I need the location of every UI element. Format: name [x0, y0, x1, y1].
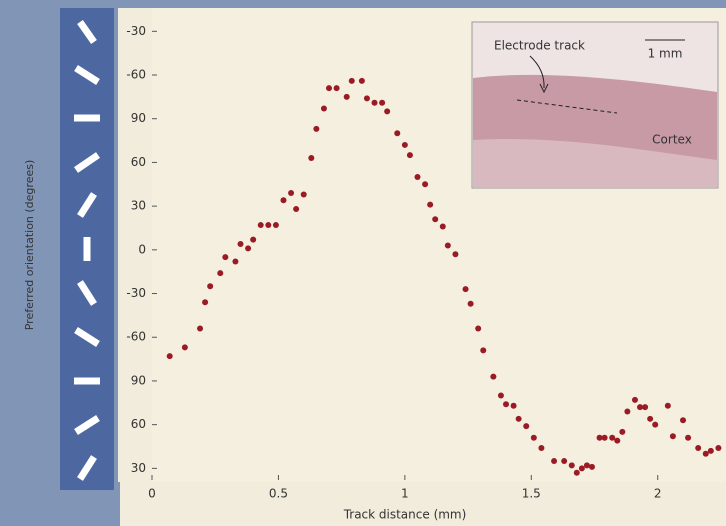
data-point — [579, 465, 585, 471]
data-point — [503, 401, 509, 407]
data-point — [468, 301, 474, 307]
data-point — [584, 462, 590, 468]
y-axis-label: Preferred orientation (degrees) — [23, 160, 36, 331]
inset-region-label: Cortex — [652, 133, 692, 147]
data-point — [463, 286, 469, 292]
y-tick-label: 60 — [131, 417, 146, 431]
data-point — [498, 393, 504, 399]
data-point — [293, 206, 299, 212]
data-point — [574, 470, 580, 476]
data-point — [217, 270, 223, 276]
data-point — [602, 435, 608, 441]
data-point — [523, 423, 529, 429]
data-point — [531, 435, 537, 441]
data-point — [685, 435, 691, 441]
x-tick-label: 0.5 — [269, 487, 288, 501]
x-tick-label: 0 — [148, 487, 156, 501]
y-tick-label: 0 — [138, 242, 146, 256]
data-point — [480, 347, 486, 353]
data-point — [334, 85, 340, 91]
y-tick-label: -30 — [126, 24, 146, 38]
data-point — [538, 445, 544, 451]
x-tick-label: 1 — [401, 487, 409, 501]
data-point — [321, 106, 327, 112]
data-point — [652, 422, 658, 428]
y-tick-label: -30 — [126, 286, 146, 300]
data-point — [344, 94, 350, 100]
data-point — [614, 438, 620, 444]
data-point — [680, 417, 686, 423]
data-point — [708, 448, 714, 454]
data-point — [432, 216, 438, 222]
data-point — [384, 108, 390, 114]
inset-track-label: Electrode track — [494, 39, 585, 53]
data-point — [359, 78, 365, 84]
data-point — [619, 429, 625, 435]
data-point — [258, 222, 264, 228]
data-point — [609, 435, 615, 441]
data-point — [394, 130, 400, 136]
data-point — [642, 404, 648, 410]
data-point — [490, 374, 496, 380]
data-point — [632, 397, 638, 403]
y-tick-label: -60 — [126, 68, 146, 82]
data-point — [250, 237, 256, 243]
data-point — [452, 251, 458, 257]
y-tick-label: 60 — [131, 155, 146, 169]
x-tick-label: 1.5 — [522, 487, 541, 501]
data-point — [695, 445, 701, 451]
data-point — [232, 258, 238, 264]
y-tick-label: -60 — [126, 330, 146, 344]
data-point — [445, 242, 451, 248]
data-point — [516, 416, 522, 422]
data-point — [280, 197, 286, 203]
data-point — [670, 433, 676, 439]
data-point — [364, 95, 370, 101]
data-point — [551, 458, 557, 464]
data-point — [511, 403, 517, 409]
inset-scale-label: 1 mm — [648, 47, 683, 61]
data-point — [313, 126, 319, 132]
data-point — [665, 403, 671, 409]
data-point — [202, 299, 208, 305]
data-point — [402, 142, 408, 148]
data-point — [715, 445, 721, 451]
y-tick-label: 30 — [131, 461, 146, 475]
data-point — [415, 174, 421, 180]
data-point — [207, 283, 213, 289]
data-point — [288, 190, 294, 196]
data-point — [569, 462, 575, 468]
data-point — [703, 451, 709, 457]
data-point — [624, 409, 630, 415]
y-tick-label: 90 — [131, 373, 146, 387]
data-point — [301, 191, 307, 197]
data-point — [245, 245, 251, 251]
data-point — [326, 85, 332, 91]
data-point — [422, 181, 428, 187]
data-point — [308, 155, 314, 161]
data-point — [197, 325, 203, 331]
y-tick-label: 90 — [131, 111, 146, 125]
data-point — [647, 416, 653, 422]
data-point — [182, 344, 188, 350]
inset: Electrode track 1 mm Cortex — [472, 22, 718, 188]
data-point — [561, 458, 567, 464]
data-point — [427, 202, 433, 208]
data-point — [372, 100, 378, 106]
chart: Preferred orientation (degrees) Track di… — [0, 0, 726, 526]
data-point — [379, 100, 385, 106]
data-point — [265, 222, 271, 228]
data-point — [222, 254, 228, 260]
data-point — [589, 464, 595, 470]
x-tick-label: 2 — [654, 487, 662, 501]
data-point — [349, 78, 355, 84]
x-axis-label: Track distance (mm) — [343, 508, 467, 522]
y-tick-label: 30 — [131, 199, 146, 213]
data-point — [475, 325, 481, 331]
data-point — [440, 224, 446, 230]
data-point — [167, 353, 173, 359]
data-point — [273, 222, 279, 228]
data-point — [238, 241, 244, 247]
data-point — [407, 152, 413, 158]
